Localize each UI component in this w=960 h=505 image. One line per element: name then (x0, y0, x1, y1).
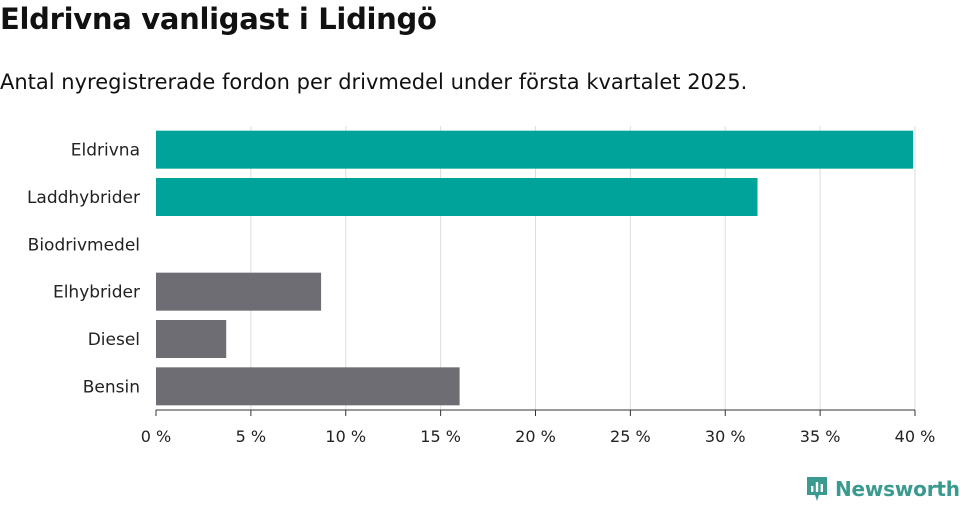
bar-eldrivna (156, 130, 914, 169)
category-labels: Eldrivna Laddhybrider Biodrivmedel Elhybrid… (27, 141, 140, 398)
bars (156, 130, 914, 406)
category-label: Diesel (88, 330, 140, 350)
bar-laddhybrider (156, 178, 758, 216)
category-label: Biodrivmedel (28, 235, 140, 255)
x-tick-label: 25 % (610, 427, 651, 446)
category-label: Elhybrider (53, 283, 140, 303)
x-axis: 0 % 5 % 10 % 15 % 20 % 25 % 30 % 35 % 40 % (141, 409, 936, 446)
brand-logo: Newsworthy (805, 473, 960, 505)
bar-elhybrider (156, 272, 322, 311)
bar-diesel (156, 320, 227, 358)
x-tick-label: 30 % (705, 427, 746, 446)
category-label: Bensin (83, 377, 140, 397)
chart-subtitle: Antal nyregistrerade fordon per drivmede… (0, 70, 748, 94)
category-label: Laddhybrider (27, 188, 140, 208)
x-tick-label: 40 % (895, 427, 936, 446)
bar-bensin (156, 367, 460, 406)
x-tick-label: 35 % (800, 427, 841, 446)
category-label: Eldrivna (71, 141, 140, 161)
x-tick-label: 20 % (515, 427, 556, 446)
chart-title: Eldrivna vanligast i Lidingö (0, 2, 437, 36)
newsworthy-logo-icon (807, 477, 827, 501)
grid-lines (250, 126, 916, 410)
x-tick-label: 0 % (141, 427, 171, 446)
x-tick-label: 5 % (236, 427, 266, 446)
x-tick-label: 10 % (325, 427, 366, 446)
brand-name: Newsworthy (835, 477, 960, 501)
bar-chart: Eldrivna Laddhybrider Biodrivmedel Elhybrid… (27, 126, 936, 446)
x-tick-label: 15 % (420, 427, 461, 446)
